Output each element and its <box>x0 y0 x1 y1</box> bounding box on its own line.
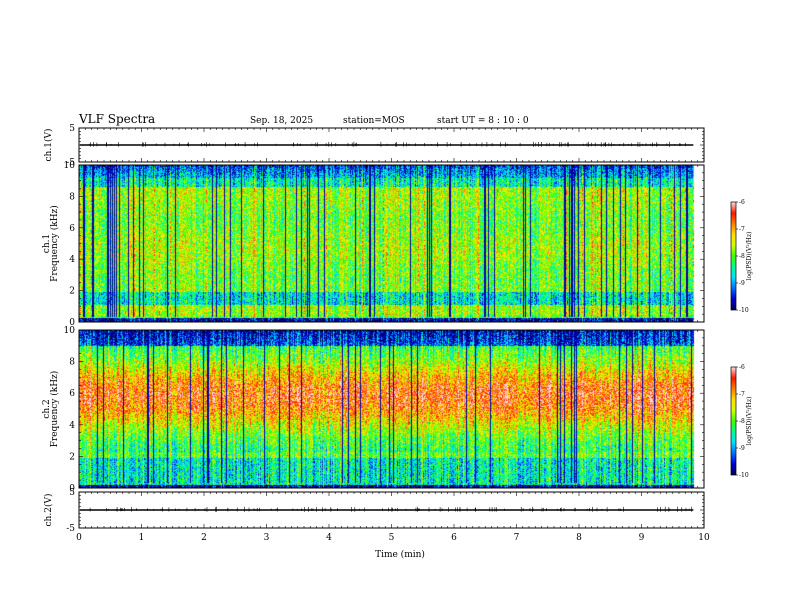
ch1-spectrogram-colorbar-tick-label: -10 <box>739 307 749 314</box>
ch2-spectrogram-y-tick-label: 0 <box>69 484 75 494</box>
header-station: station=MOS <box>343 116 405 126</box>
ch2-spectrogram-colorbar-tick-label: -10 <box>739 472 749 479</box>
spectrogram-images <box>79 165 736 488</box>
ch1-spectrogram-y-tick-label: 6 <box>69 224 75 234</box>
ch2-waveform-y-tick-label: 5 <box>69 488 75 498</box>
ch1-spectrogram-y-tick-label: 2 <box>69 287 75 297</box>
ch1-waveform-y-axis-label: ch.1(V) <box>43 129 54 162</box>
ch2-spectrogram-y-tick-label: 2 <box>69 452 75 462</box>
x-tick-label: 4 <box>326 533 332 543</box>
x-tick-label: 9 <box>639 533 645 543</box>
ch2-spectrogram-colorbar <box>731 367 736 475</box>
ch2-spectrogram-colorbar-label: log(PSD)(V²/Hz) <box>746 397 753 446</box>
ch2-spectrogram-colorbar-tick-label: -9 <box>739 445 745 452</box>
x-tick-label: 10 <box>698 533 710 543</box>
ch2-waveform-trace-spikes <box>89 506 692 512</box>
ch2-waveform-y-tick-label: -5 <box>66 524 75 534</box>
ch1-spectrogram-y-tick-label: 10 <box>64 161 76 171</box>
ch1-spectrogram-y-axis-label: Frequency (kHz) <box>49 205 60 282</box>
x-axis-label: Time (min) <box>375 549 425 560</box>
ch2-spectrogram-image <box>79 330 704 488</box>
x-tick-label: 7 <box>514 533 520 543</box>
ch2-spectrogram-y-axis-label: Frequency (kHz) <box>49 371 60 448</box>
ch1-waveform-y-tick-label: 5 <box>69 124 75 134</box>
ch2-spectrogram-channel-label: ch.2 <box>42 399 52 418</box>
ch2-waveform-y-axis-label: ch.2(V) <box>43 494 54 527</box>
x-tick-label: 6 <box>451 533 457 543</box>
ch1-waveform-trace-spikes <box>89 141 686 147</box>
x-tick-label: 1 <box>139 533 145 543</box>
x-tick-label: 2 <box>201 533 207 543</box>
ch1-spectrogram-colorbar-label: log(PSD)(V²/Hz) <box>746 232 753 281</box>
ch2-spectrogram-y-tick-label: 4 <box>69 421 75 431</box>
ch1-spectrogram-y-tick-label: 8 <box>69 192 75 202</box>
ch2-spectrogram-colorbar-tick-label: -7 <box>739 391 745 398</box>
ch2-spectrogram-y-tick-label: 10 <box>64 326 76 336</box>
ch1-spectrogram-y-tick-label: 4 <box>69 255 75 265</box>
figure-axes: 5 -5 ch.1(V) -6 -7 -8 -9 -10 log(PSD)(V²/Hz) 0 2 4 6… <box>42 124 753 543</box>
header-date: Sep. 18, 2025 <box>250 116 313 126</box>
ch1-spectrogram-y-tick-label: 0 <box>69 318 75 328</box>
ch2-spectrogram-y-tick-label: 6 <box>69 389 75 399</box>
x-tick-label: 0 <box>76 533 82 543</box>
ch1-spectrogram-channel-label: ch.1 <box>42 234 52 253</box>
ch2-spectrogram-y-tick-label: 8 <box>69 358 75 368</box>
ch1-spectrogram-colorbar-tick-label: -7 <box>739 226 745 233</box>
figure-header: VLF Spectra Sep. 18, 2025 station=MOS st… <box>78 112 529 126</box>
figure-title: VLF Spectra <box>78 112 155 126</box>
x-tick-label: 5 <box>389 533 395 543</box>
ch1-waveform-y-tick-label: -5 <box>66 158 75 168</box>
header-start-time: start UT = 8 : 10 : 0 <box>437 116 529 126</box>
ch1-spectrogram-colorbar <box>731 202 736 310</box>
ch1-spectrogram-colorbar-tick-label: -8 <box>739 253 745 260</box>
x-tick-label: 8 <box>576 533 582 543</box>
ch2-spectrogram-colorbar-tick-label: -8 <box>739 418 745 425</box>
ch2-spectrogram-colorbar-tick-label: -6 <box>739 364 745 371</box>
ch1-spectrogram-colorbar-tick-label: -9 <box>739 280 745 287</box>
ch1-spectrogram-colorbar-tick-label: -6 <box>739 199 745 206</box>
ch1-spectrogram-image <box>79 165 704 322</box>
x-tick-label: 3 <box>264 533 270 543</box>
